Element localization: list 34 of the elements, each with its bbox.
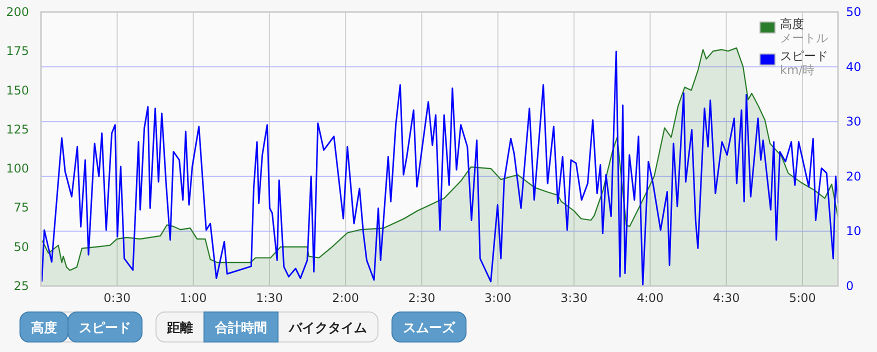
annotation: メートル <box>780 31 828 45</box>
y2-tick-label: 10 <box>846 224 862 238</box>
y-tick-label: 125 <box>6 122 29 136</box>
x-tick-label: 1:00 <box>180 291 207 305</box>
y2-tick-label: 20 <box>846 169 862 184</box>
y-tick-label: 175 <box>6 44 29 58</box>
x-tick-label: 0:30 <box>104 291 131 305</box>
text: バイクタイム <box>288 321 367 336</box>
x-tick-label: 2:00 <box>332 291 360 305</box>
text: スピード <box>79 321 131 336</box>
y2-tick-label: 30 <box>846 114 862 129</box>
x-tick-label: 5:00 <box>788 291 816 305</box>
annotation: km/時 <box>780 63 815 77</box>
y-tick-label: 50 <box>14 240 29 254</box>
text: 合計時間 <box>214 320 267 336</box>
y2-tick-label: 50 <box>846 5 862 19</box>
x-tick-label: 1:30 <box>256 291 283 305</box>
y-tick-label: 150 <box>6 83 29 98</box>
y-tick-label: 75 <box>14 200 29 215</box>
text: スムーズ <box>403 321 456 336</box>
x-tick-label: 4:30 <box>712 291 740 305</box>
x-tick-label: 4:00 <box>636 291 664 305</box>
y2-tick-label: 40 <box>846 60 862 74</box>
x-tick-label: 2:30 <box>408 291 436 305</box>
y2-tick-label: 0 <box>846 279 854 293</box>
text: 高度 <box>31 320 57 336</box>
x-tick-label: 3:00 <box>484 291 512 305</box>
legend-label: 高度 <box>780 17 804 31</box>
y-tick-label: 100 <box>6 162 29 176</box>
legend-label: スピード <box>780 49 828 63</box>
text: 距離 <box>166 321 193 336</box>
x-tick-label: 3:30 <box>560 291 588 305</box>
y-tick-label: 25 <box>14 279 29 293</box>
y-tick-label: 200 <box>6 5 29 19</box>
